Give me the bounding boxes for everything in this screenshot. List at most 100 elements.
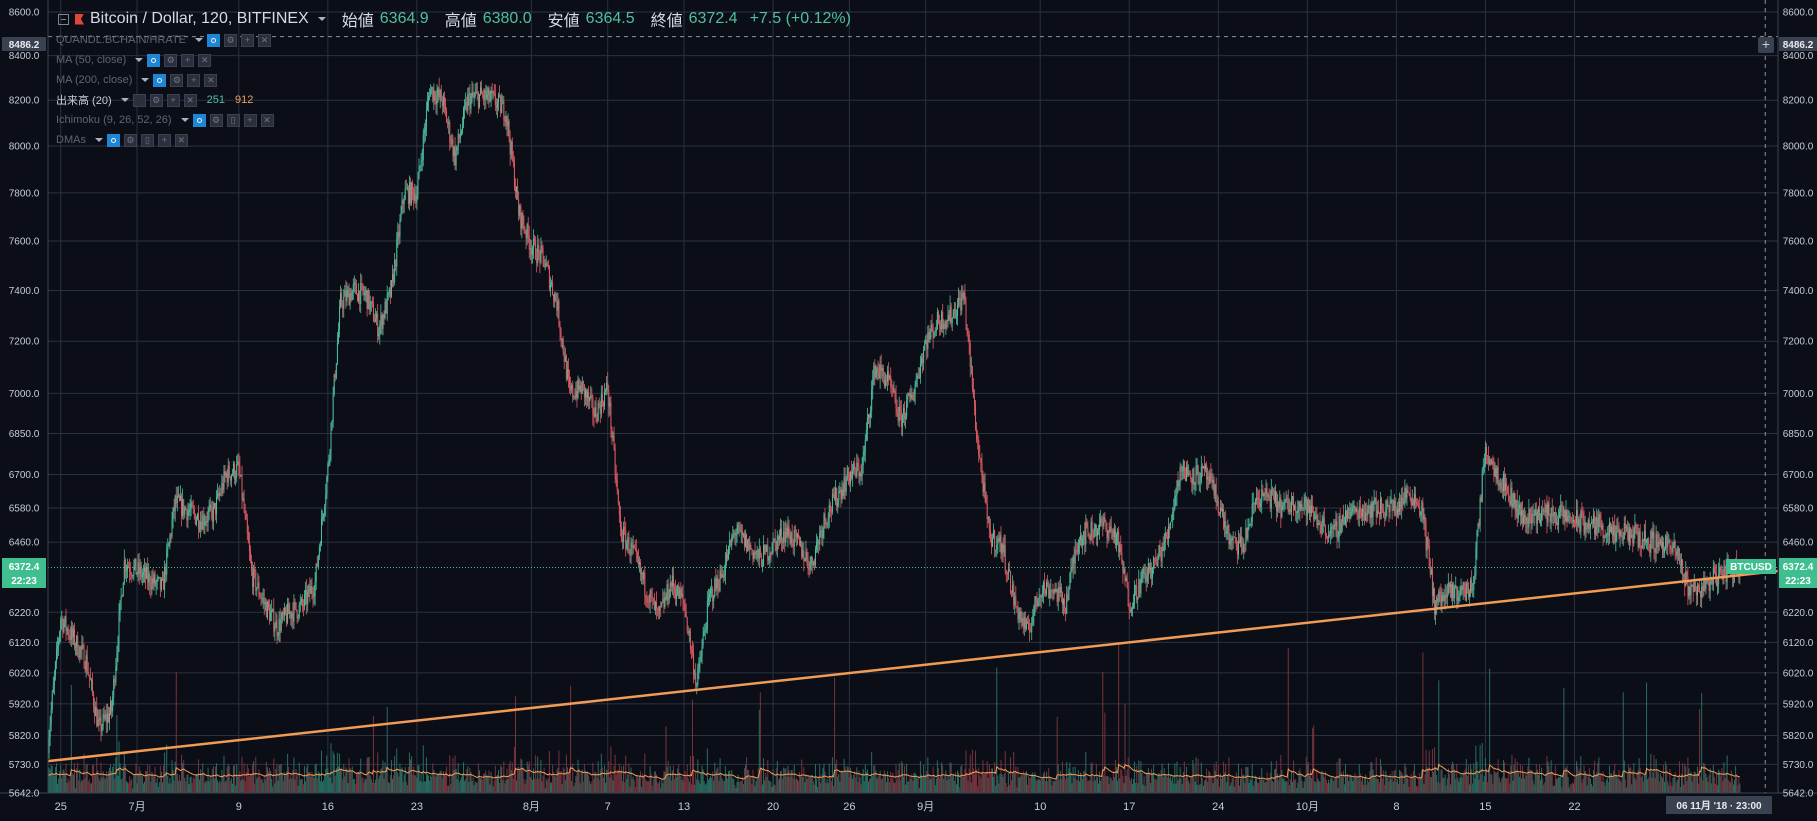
time-scale[interactable]: 25 7月 9 16 23 8月 7 13 20 26 9月 10 17 24 10月 8 15 22 <box>55 801 1581 813</box>
candle-body <box>1678 548 1680 565</box>
candle-body <box>1465 583 1467 601</box>
volume-bar <box>949 762 951 793</box>
indicator-row-ma200[interactable]: MA (200, close) ⚙ + ✕ <box>56 72 218 88</box>
more-icon[interactable]: + <box>240 33 254 47</box>
volume-bar <box>1331 777 1333 793</box>
flag-icon[interactable] <box>75 13 84 25</box>
volume-bar <box>99 780 101 793</box>
add-alert-button[interactable] <box>1758 37 1774 53</box>
close-icon[interactable]: ✕ <box>260 113 274 127</box>
candle-body <box>1460 586 1462 596</box>
volume-bar <box>598 780 600 793</box>
more-icon[interactable]: + <box>157 133 171 147</box>
close-icon[interactable]: ✕ <box>174 133 188 147</box>
eye-icon[interactable] <box>192 113 206 127</box>
price-tick-label: 7400.0 <box>1783 286 1814 297</box>
volume-bar <box>1198 784 1200 793</box>
indicator-row-dmas[interactable]: DMAs ⚙ ▯ + ✕ <box>56 132 188 148</box>
chevron-down-icon[interactable] <box>120 98 129 102</box>
candle-body <box>924 344 926 351</box>
source-icon[interactable]: ▯ <box>140 133 154 147</box>
volume-bar <box>1492 783 1494 793</box>
candle-body <box>513 162 515 189</box>
indicator-name[interactable]: DMAs <box>56 134 86 146</box>
right-price-scale[interactable]: 8600.08400.08200.08000.07800.07600.07400… <box>1783 8 1814 800</box>
close-icon[interactable]: ✕ <box>198 53 212 67</box>
eye-icon[interactable] <box>206 33 220 47</box>
indicator-name[interactable]: MA (50, close) <box>56 54 127 66</box>
candle-body <box>1398 509 1400 513</box>
candle-body <box>1357 516 1359 519</box>
chevron-down-icon[interactable] <box>317 17 326 21</box>
eye-icon[interactable] <box>153 73 167 87</box>
indicator-row-ichimoku[interactable]: Ichimoku (9, 26, 52, 26) ⚙ ▯ + ✕ <box>56 112 274 128</box>
volume-bar <box>831 757 833 793</box>
candle-body <box>607 382 609 391</box>
more-icon[interactable]: + <box>181 53 195 67</box>
volume-bar <box>1619 780 1621 793</box>
volume-bar <box>375 779 377 793</box>
volume-bar <box>553 771 555 793</box>
eye-icon[interactable] <box>132 93 146 107</box>
more-icon[interactable]: + <box>166 93 180 107</box>
volume-bar <box>1429 776 1431 793</box>
chevron-down-icon[interactable] <box>141 78 150 82</box>
source-icon[interactable]: ▯ <box>226 113 240 127</box>
volume-bar <box>1640 777 1642 793</box>
indicator-name[interactable]: QUANDL:BCHAIN/HRATE <box>56 34 186 46</box>
settings-icon[interactable]: ⚙ <box>149 93 163 107</box>
volume-bar <box>1369 771 1371 793</box>
settings-icon[interactable]: ⚙ <box>170 73 184 87</box>
volume-bar <box>576 772 578 793</box>
symbol-title[interactable]: Bitcoin / Dollar, 120, BITFINEX <box>90 10 309 27</box>
indicator-row-volume[interactable]: 出来高 (20) ⚙ + ✕ 251 912 <box>56 92 253 108</box>
volume-bar <box>1120 768 1122 793</box>
settings-icon[interactable]: ⚙ <box>123 133 137 147</box>
candle-body <box>450 141 452 144</box>
chevron-down-icon[interactable] <box>94 138 103 142</box>
settings-icon[interactable]: ⚙ <box>223 33 237 47</box>
left-price-scale[interactable]: 8600.08400.08200.08000.07800.07600.07400… <box>9 8 40 800</box>
indicator-name[interactable]: MA (200, close) <box>56 74 133 86</box>
more-icon[interactable]: + <box>243 113 257 127</box>
candle-body <box>1314 515 1316 520</box>
candle-body <box>1257 497 1259 499</box>
volume-bar <box>650 773 652 793</box>
volume-bar <box>1227 774 1229 793</box>
volume-bar <box>178 774 180 793</box>
volume-bar <box>1176 761 1178 793</box>
more-icon[interactable]: + <box>187 73 201 87</box>
eye-icon[interactable] <box>106 133 120 147</box>
chevron-down-icon[interactable] <box>194 38 203 42</box>
close-icon[interactable]: ✕ <box>204 73 218 87</box>
volume-bar <box>614 754 616 793</box>
candle-body <box>227 465 229 483</box>
candle-body <box>1305 497 1307 517</box>
chevron-down-icon[interactable] <box>135 58 144 62</box>
candle-body <box>1566 510 1568 522</box>
indicator-row-ma50[interactable]: MA (50, close) ⚙ + ✕ <box>56 52 212 68</box>
close-icon[interactable]: ✕ <box>257 33 271 47</box>
indicator-name[interactable]: Ichimoku (9, 26, 52, 26) <box>56 114 172 126</box>
indicator-name[interactable]: 出来高 (20) <box>56 95 112 107</box>
candle-body <box>1079 535 1081 541</box>
settings-icon[interactable]: ⚙ <box>164 53 178 67</box>
volume-bar <box>1431 748 1433 793</box>
volume-bar <box>71 772 73 793</box>
volume-bar <box>1672 778 1674 793</box>
indicator-row-hrate[interactable]: QUANDL:BCHAIN/HRATE ⚙ + ✕ <box>56 32 271 48</box>
candle-body <box>981 463 983 476</box>
candle-body <box>1355 508 1357 512</box>
collapse-legend-icon[interactable] <box>58 13 69 25</box>
settings-icon[interactable]: ⚙ <box>209 113 223 127</box>
volume-bar <box>1351 776 1353 793</box>
eye-icon[interactable] <box>147 53 161 67</box>
chevron-down-icon[interactable] <box>180 118 189 122</box>
candle-body <box>1384 517 1386 519</box>
volume-bar <box>293 757 295 793</box>
close-icon[interactable]: ✕ <box>183 93 197 107</box>
volume-bar <box>825 782 827 793</box>
trendline[interactable] <box>47 569 1779 763</box>
volume-bar <box>1154 779 1156 793</box>
